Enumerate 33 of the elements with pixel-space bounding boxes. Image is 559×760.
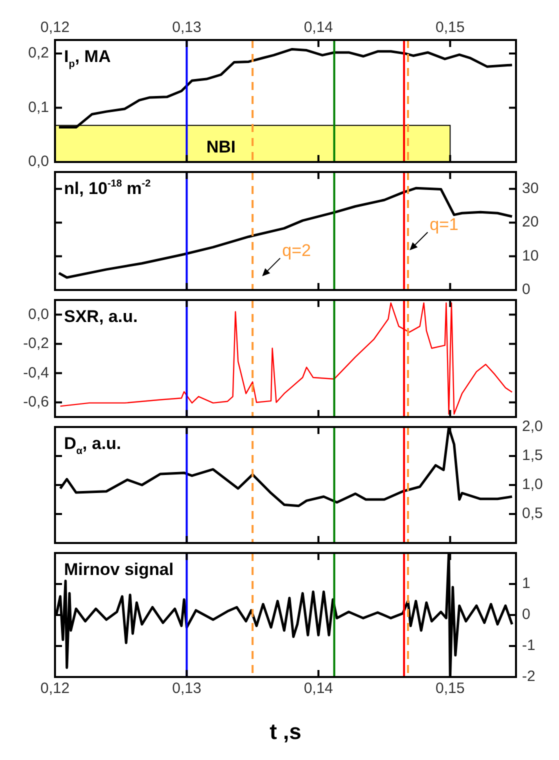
y-tick-label: 0,1 xyxy=(28,98,49,116)
x2-tick-label: 0,13 xyxy=(172,19,202,36)
y2-tick-label: 1,0 xyxy=(522,476,543,494)
y-tick-label: -0,4 xyxy=(23,364,49,382)
y2-tick-label: 1 xyxy=(522,575,530,592)
y2-tick-label: -1 xyxy=(522,637,536,654)
y-tick-label: -0,6 xyxy=(23,394,49,411)
x-axis-title: t ,s xyxy=(270,718,302,744)
annotation: q=1 xyxy=(430,215,459,234)
y2-tick-label: 0 xyxy=(522,281,530,298)
y-tick-label: -0,2 xyxy=(23,335,49,352)
y2-tick-label: 0 xyxy=(522,606,530,624)
y-axis-title: Mirnov signal xyxy=(64,560,174,579)
x-tick-label: 0,14 xyxy=(304,680,334,698)
x-tick-label: 0,15 xyxy=(436,680,465,698)
y-tick-label: 0,0 xyxy=(28,153,49,170)
y2-tick-label: 20 xyxy=(522,214,539,231)
x-tick-label: 0,12 xyxy=(40,680,70,698)
band-label: NBI xyxy=(206,137,236,156)
y-tick-label: 0,0 xyxy=(28,306,49,323)
y2-tick-label: 1,5 xyxy=(522,447,543,464)
y2-tick-label: 2,0 xyxy=(522,418,543,436)
x2-tick-label: 0,12 xyxy=(40,19,70,36)
y2-tick-label: 0,5 xyxy=(522,505,543,522)
x-tick-label: 0,13 xyxy=(172,680,202,698)
x2-tick-label: 0,14 xyxy=(304,19,334,36)
y2-tick-label: 30 xyxy=(522,180,539,197)
y2-tick-label: -2 xyxy=(522,668,536,686)
y-axis-title: SXR, a.u. xyxy=(64,307,138,326)
y2-tick-label: 10 xyxy=(522,247,539,264)
x2-tick-label: 0,15 xyxy=(436,19,465,36)
y-tick-label: 0,2 xyxy=(28,44,49,62)
annotation: q=2 xyxy=(282,241,311,260)
